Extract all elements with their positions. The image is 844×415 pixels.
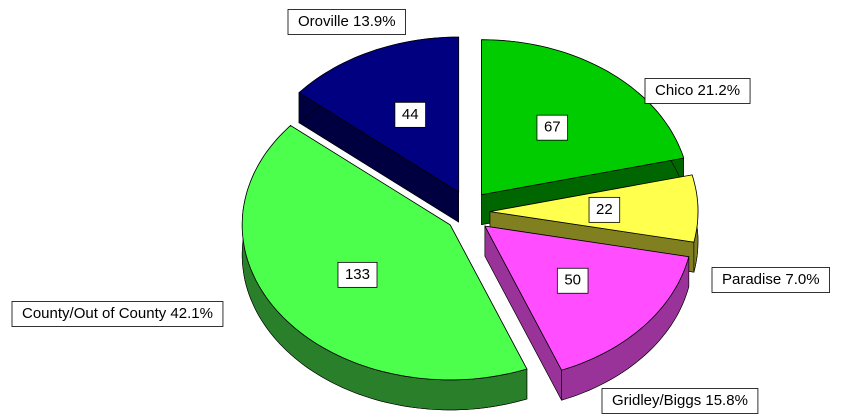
value-label: 44 [402,106,419,123]
slice-label-box [287,9,406,35]
slice-label-box [644,78,751,104]
slice [241,124,528,411]
value-label-box [337,261,378,288]
value-label: 50 [564,272,581,289]
slice-label: Paradise 7.0% [722,271,820,288]
slice-label-box [11,301,224,327]
value-label: 22 [596,201,613,218]
value-label-box [394,101,426,128]
slice-top [298,36,460,193]
slice-top [241,124,528,381]
slice [484,225,690,401]
slice-label-box [711,267,830,293]
value-label-box [588,196,621,223]
slice-label: Gridley/Biggs 15.8% [612,392,748,409]
slice-top [484,225,690,371]
slice-top [481,39,685,196]
slice-label: Oroville 13.9% [298,13,396,30]
slice-label: County/Out of County 42.1% [22,305,213,322]
slice-label-box [601,388,759,414]
value-label-box [536,114,569,141]
value-label: 133 [345,266,370,283]
value-label-box [556,267,589,294]
value-label: 67 [544,119,561,136]
slice-label: Chico 21.2% [655,82,740,99]
